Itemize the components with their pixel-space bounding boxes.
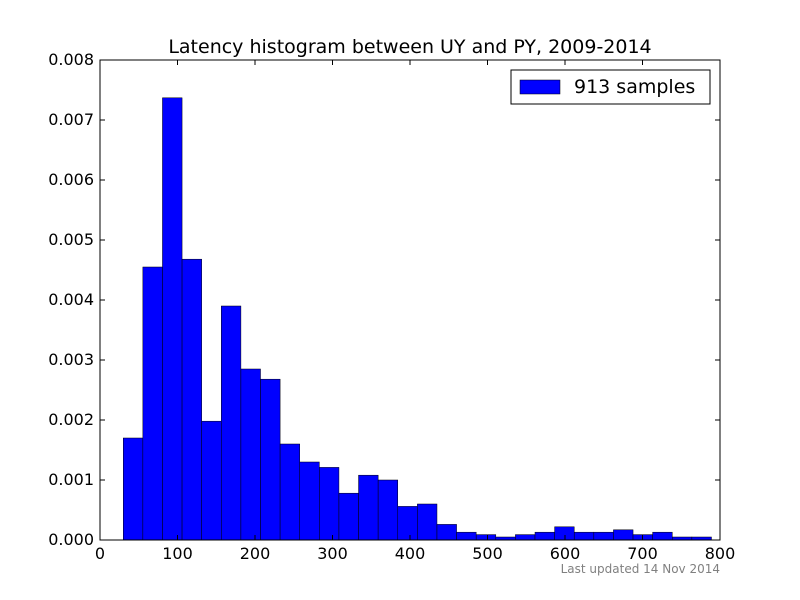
y-tick-label: 0.006 [48,170,94,189]
histogram-bar [573,531,595,541]
y-tick-label: 0.007 [48,110,94,129]
legend-swatch [519,79,561,95]
histogram-bar [613,529,634,541]
histogram-bar [652,531,673,541]
histogram-bar [123,437,144,541]
histogram-bar [162,97,183,541]
x-tick-label: 600 [550,544,581,563]
histogram-bar [201,420,222,541]
y-tick-label: 0.008 [48,50,94,69]
plot-frame [99,59,721,541]
x-tick-label: 500 [472,544,503,563]
y-tick-label: 0.005 [48,230,94,249]
y-tick-label: 0.000 [48,530,94,549]
histogram-bar [515,534,536,541]
histogram-bar [279,443,300,541]
histogram-bar [181,258,202,541]
x-tick-label: 300 [317,544,348,563]
chart-title: Latency histogram between UY and PY, 200… [168,36,651,58]
x-tick-label: 100 [162,544,193,563]
histogram-bar [260,378,281,541]
histogram-bar [358,474,379,541]
histogram-bar [377,479,399,541]
histogram-bar [142,266,163,541]
x-tick-label: 800 [705,544,736,563]
histogram-bar [299,461,320,541]
axis-ticks: 0 100 200 300 400 500 600 700 800 0.000 0.001 0.002… [48,50,735,563]
histogram-bars [123,97,712,541]
legend-label: 913 samples [574,76,695,98]
histogram-bar [319,467,340,541]
histogram-bar [534,531,555,541]
histogram-bar [338,492,359,541]
x-tick-label: 700 [627,544,658,563]
y-tick-label: 0.001 [48,470,94,489]
x-tick-label: 0 [95,544,105,563]
histogram-bar [593,531,614,541]
histogram-bar [475,534,497,541]
last-updated-note: Last updated 14 Nov 2014 [560,562,720,576]
y-tick-label: 0.003 [48,350,94,369]
y-tick-label: 0.004 [48,290,94,309]
histogram-bar [456,531,477,541]
y-tick-label: 0.002 [48,410,94,429]
legend: 913 samples [510,69,711,105]
histogram-bar [436,524,457,541]
histogram-bar [240,368,261,541]
histogram-bar [554,526,575,541]
histogram-bar [417,503,438,541]
histogram-bar [397,506,418,541]
x-tick-label: 200 [240,544,271,563]
histogram-bar [221,305,242,541]
x-tick-label: 400 [395,544,426,563]
